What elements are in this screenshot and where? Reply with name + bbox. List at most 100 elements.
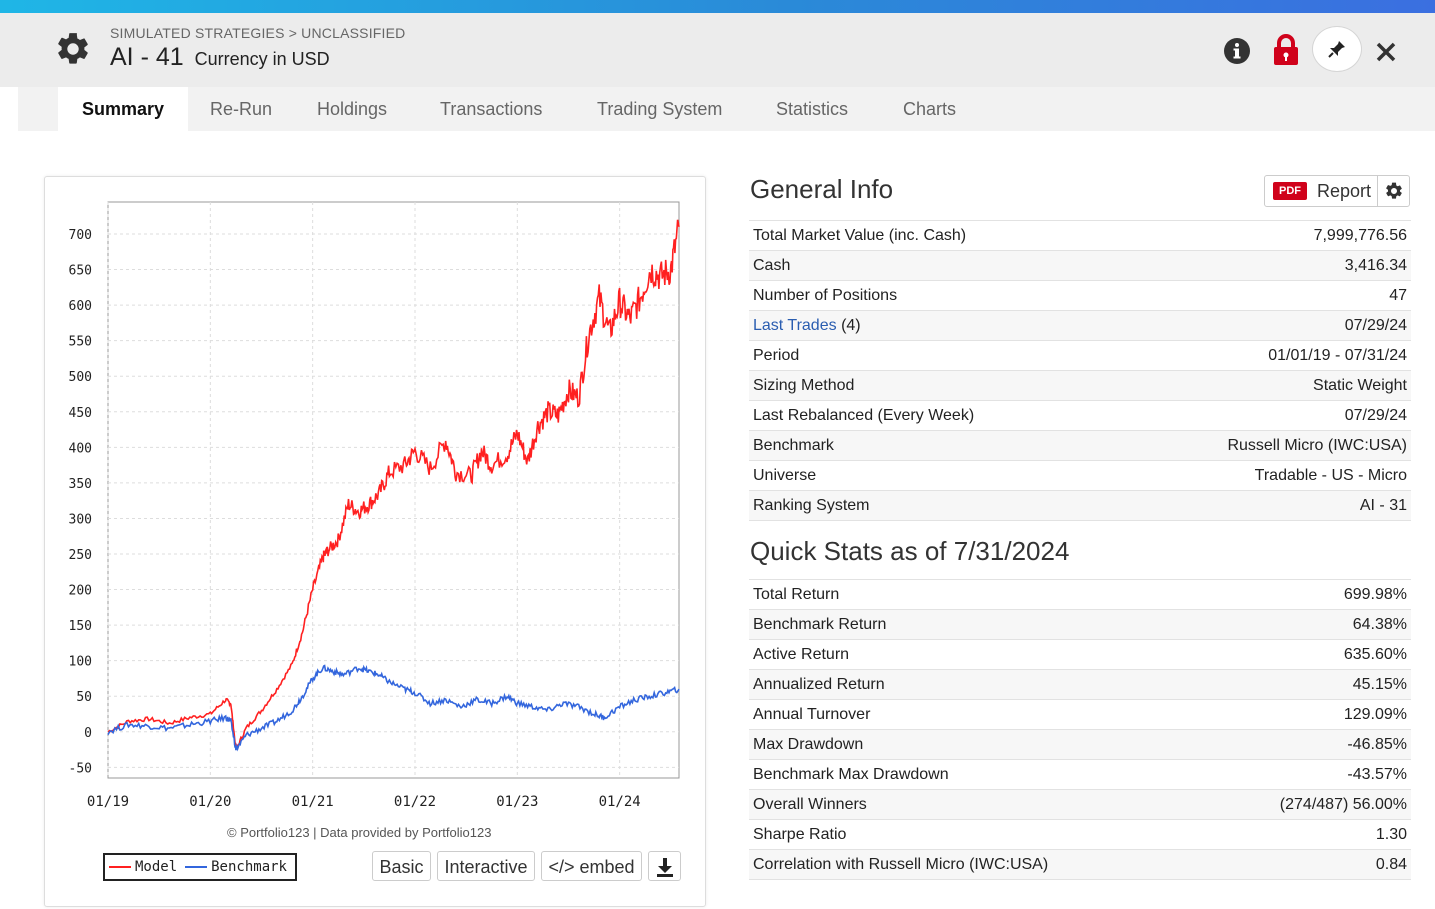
performance-chart[interactable]: -50 0 50 100 150 200 250 300 350 400 450 500 550 600 6… bbox=[44, 176, 704, 826]
table-row: Total Market Value (inc. Cash) 7,999,776.… bbox=[749, 220, 1411, 251]
row-value: -46.85% bbox=[1206, 729, 1411, 760]
quick-stats-table: Total Return 699.98% Benchmark Return 64.3… bbox=[749, 579, 1411, 880]
benchmark-series-line bbox=[107, 664, 680, 752]
row-value: 129.09% bbox=[1206, 699, 1411, 730]
row-label: Overall Winners bbox=[749, 789, 1207, 820]
top-accent-bar bbox=[0, 0, 1435, 13]
page-header: SIMULATED STRATEGIES > UNCLASSIFIED AI -… bbox=[0, 13, 1435, 87]
table-row: Number of Positions 47 bbox=[749, 280, 1411, 311]
quick-stats-title: Quick Stats as of 7/31/2024 bbox=[750, 536, 1070, 566]
row-label: Correlation with Russell Micro (IWC:USA) bbox=[749, 849, 1207, 880]
positions-count-link[interactable]: 47 bbox=[1113, 280, 1411, 311]
row-label: Benchmark Max Drawdown bbox=[749, 759, 1207, 790]
row-label: Universe bbox=[749, 460, 1114, 491]
legend-model[interactable]: Model bbox=[134, 859, 178, 875]
info-icon[interactable] bbox=[1223, 37, 1251, 65]
row-value: Static Weight bbox=[1113, 370, 1411, 401]
table-row: Total Return 699.98% bbox=[749, 579, 1411, 610]
tab-holdings[interactable]: Holdings bbox=[317, 99, 388, 119]
row-label: Sharpe Ratio bbox=[749, 819, 1207, 850]
pdf-badge: PDF bbox=[1273, 182, 1307, 200]
x-tick-label: 01/24 bbox=[599, 794, 641, 810]
table-row: Overall Winners (274/487) 56.00% bbox=[749, 789, 1411, 820]
lock-icon[interactable] bbox=[1272, 34, 1300, 66]
ranking-system-link[interactable]: AI - 31 bbox=[1113, 490, 1411, 521]
y-tick-label: 400 bbox=[69, 441, 92, 456]
general-info-title: General Info bbox=[750, 174, 894, 204]
y-tick-label: 200 bbox=[69, 584, 92, 599]
legend-benchmark[interactable]: Benchmark bbox=[211, 859, 287, 875]
pin-button[interactable] bbox=[1312, 26, 1362, 72]
y-tick-label: 300 bbox=[69, 512, 92, 527]
row-value: 0.84 bbox=[1206, 849, 1411, 880]
table-row: Sharpe Ratio 1.30 bbox=[749, 819, 1411, 850]
interactive-chart-button[interactable]: Interactive bbox=[437, 851, 535, 881]
row-label: Total Market Value (inc. Cash) bbox=[749, 220, 1114, 251]
row-label: Total Return bbox=[749, 579, 1207, 610]
close-icon[interactable] bbox=[1375, 41, 1397, 63]
table-row: Period 01/01/19 - 07/31/24 bbox=[749, 340, 1411, 371]
table-row: Correlation with Russell Micro (IWC:USA)… bbox=[749, 849, 1411, 880]
button-divider bbox=[1377, 176, 1378, 206]
row-value: 635.60% bbox=[1206, 639, 1411, 670]
chart-credit: © Portfolio123 | Data provided by Portfo… bbox=[227, 825, 492, 840]
universe-link[interactable]: Tradable - US - Micro bbox=[1113, 460, 1411, 491]
y-tick-label: 250 bbox=[69, 548, 92, 563]
page-title: AI - 41 Currency in USD bbox=[110, 43, 330, 72]
basic-chart-button[interactable]: Basic bbox=[372, 851, 431, 881]
number-of-positions-link[interactable]: Number of Positions bbox=[749, 280, 1114, 311]
table-row: Active Return 635.60% bbox=[749, 639, 1411, 670]
table-row: Annual Turnover 129.09% bbox=[749, 699, 1411, 730]
table-row: Benchmark Russell Micro (IWC:USA) bbox=[749, 430, 1411, 461]
row-value: 7,999,776.56 bbox=[1113, 220, 1411, 251]
table-row: Sizing Method Static Weight bbox=[749, 370, 1411, 401]
download-button[interactable] bbox=[648, 851, 681, 881]
currency-label: Currency in USD bbox=[194, 49, 330, 69]
breadcrumb[interactable]: SIMULATED STRATEGIES > UNCLASSIFIED bbox=[110, 25, 406, 41]
table-row: Max Drawdown -46.85% bbox=[749, 729, 1411, 760]
row-label: Ranking System bbox=[749, 490, 1114, 521]
row-value: 699.98% bbox=[1206, 579, 1411, 610]
row-label: Benchmark bbox=[749, 430, 1114, 461]
strategy-name: AI - 41 bbox=[110, 43, 184, 71]
table-row: Benchmark Return 64.38% bbox=[749, 609, 1411, 640]
row-label: Last Trades (4) bbox=[749, 310, 1114, 341]
last-trades-link[interactable]: Last Trades bbox=[753, 316, 837, 334]
legend-benchmark-swatch bbox=[185, 866, 208, 868]
row-label: Sizing Method bbox=[749, 370, 1114, 401]
row-value: (274/487) 56.00% bbox=[1206, 789, 1411, 820]
row-label: Period bbox=[749, 340, 1114, 371]
tab-statistics[interactable]: Statistics bbox=[776, 99, 849, 119]
tab-re-run[interactable]: Re-Run bbox=[210, 99, 273, 119]
embed-button[interactable]: </> embed bbox=[541, 851, 642, 881]
y-tick-label: 450 bbox=[69, 406, 92, 421]
y-tick-label: 350 bbox=[69, 477, 92, 492]
pdf-report-button[interactable]: PDF Report bbox=[1264, 175, 1410, 207]
row-label: Active Return bbox=[749, 639, 1207, 670]
pin-icon bbox=[1328, 41, 1345, 58]
legend-model-swatch bbox=[109, 866, 131, 868]
tab-trading-system[interactable]: Trading System bbox=[597, 99, 723, 119]
y-tick-label: 100 bbox=[69, 655, 92, 670]
table-row: Last Rebalanced (Every Week) 07/29/24 bbox=[749, 400, 1411, 431]
x-tick-label: 01/21 bbox=[292, 794, 334, 810]
row-value: 07/29/24 bbox=[1113, 400, 1411, 431]
table-row: Universe Tradable - US - Micro bbox=[749, 460, 1411, 491]
row-label: Cash bbox=[749, 250, 1114, 281]
gear-icon[interactable] bbox=[54, 30, 92, 68]
last-trades-count: (4) bbox=[841, 316, 861, 334]
gear-icon[interactable] bbox=[1384, 181, 1404, 201]
row-value: 01/01/19 - 07/31/24 bbox=[1113, 340, 1411, 371]
y-tick-label: 500 bbox=[69, 370, 92, 385]
tab-summary[interactable]: Summary bbox=[58, 87, 188, 131]
y-tick-label: -50 bbox=[69, 761, 92, 776]
table-row: Last Trades (4) 07/29/24 bbox=[749, 310, 1411, 341]
tab-charts[interactable]: Charts bbox=[903, 99, 957, 119]
row-value: 1.30 bbox=[1206, 819, 1411, 850]
last-trades-date-link[interactable]: 07/29/24 bbox=[1113, 310, 1411, 341]
tab-transactions[interactable]: Transactions bbox=[440, 99, 543, 119]
plot-area bbox=[107, 201, 680, 779]
y-tick-label: 550 bbox=[69, 335, 92, 350]
chart-legend[interactable]: Model Benchmark bbox=[103, 853, 297, 881]
y-tick-label: 600 bbox=[69, 299, 92, 314]
